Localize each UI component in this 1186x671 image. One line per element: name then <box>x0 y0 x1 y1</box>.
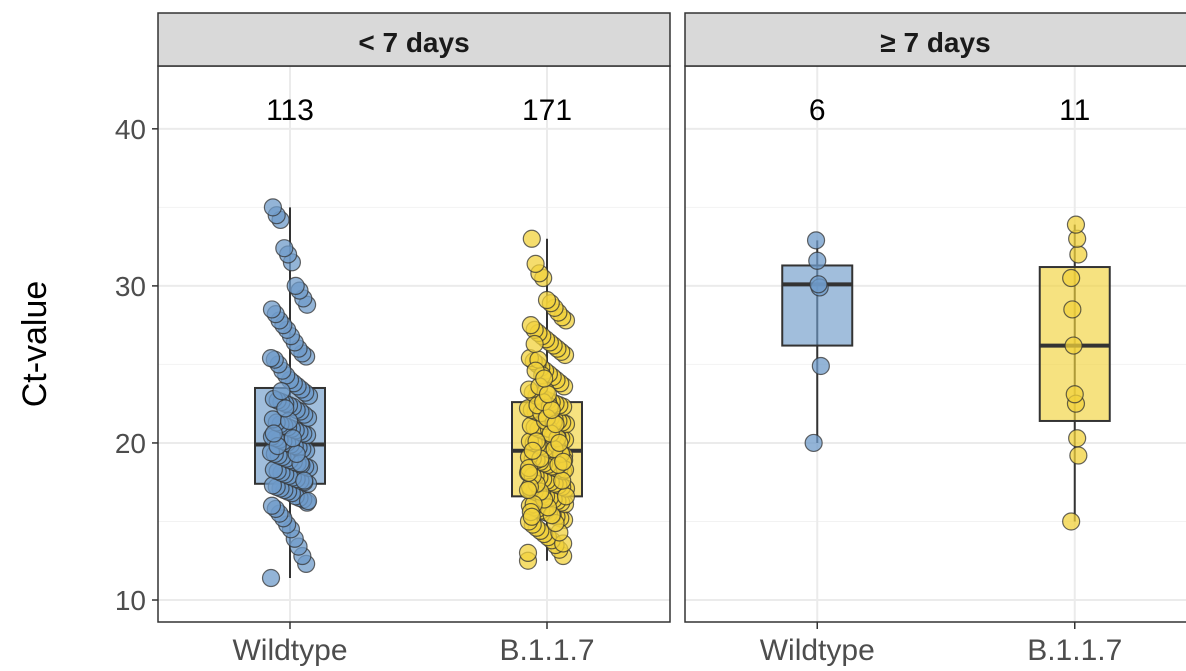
data-point <box>275 239 294 258</box>
group-count-label: 113 <box>266 94 314 127</box>
panel-background <box>685 66 1186 622</box>
x-tick-label: B.1.1.7 <box>1027 634 1122 666</box>
data-point <box>298 491 318 511</box>
data-point <box>1064 336 1083 355</box>
data-point <box>1068 429 1087 448</box>
data-point <box>811 356 830 376</box>
facet-strip-label: ≥ 7 days <box>880 27 990 58</box>
y-tick-label: 10 <box>115 585 146 616</box>
x-tick-label: B.1.1.7 <box>499 634 594 666</box>
x-tick-label: Wildtype <box>232 634 347 666</box>
data-point <box>542 400 561 420</box>
data-point <box>262 496 282 515</box>
data-point <box>272 382 291 401</box>
group-count-label: 11 <box>1059 94 1090 127</box>
data-point <box>1065 385 1084 404</box>
data-point <box>550 433 569 453</box>
data-point <box>286 276 305 295</box>
data-point <box>1069 446 1088 465</box>
data-point <box>261 349 281 368</box>
data-point <box>522 229 541 248</box>
y-tick-label: 40 <box>115 114 146 145</box>
data-point <box>556 487 576 506</box>
data-point <box>535 369 554 388</box>
y-tick-label: 30 <box>115 271 146 302</box>
group-count-label: 6 <box>809 94 826 127</box>
data-point <box>261 568 281 588</box>
data-point <box>806 231 826 250</box>
data-point <box>804 433 823 453</box>
data-point <box>537 290 557 310</box>
data-point <box>262 300 282 319</box>
data-point <box>264 424 283 443</box>
facet-strip-label: < 7 days <box>358 27 469 58</box>
y-tick-label: 20 <box>115 428 146 459</box>
data-point <box>525 334 544 354</box>
data-point <box>295 471 314 490</box>
data-point <box>519 463 539 482</box>
panel-background <box>158 66 670 622</box>
data-point <box>1066 215 1086 234</box>
y-axis-label: Ct-value <box>16 281 54 408</box>
facet-strip <box>684 12 1186 67</box>
data-point <box>283 429 302 448</box>
data-point <box>276 399 295 418</box>
data-point <box>554 452 573 471</box>
data-point <box>809 275 828 294</box>
x-tick-label: Wildtype <box>760 634 875 666</box>
data-point <box>522 507 541 526</box>
data-point <box>518 543 538 562</box>
facet-strip <box>157 12 671 67</box>
data-point <box>808 251 827 270</box>
data-point <box>521 316 540 335</box>
data-point <box>1062 268 1081 288</box>
data-point <box>1062 512 1081 531</box>
data-point <box>1063 300 1082 319</box>
data-point <box>518 480 538 500</box>
data-point <box>287 444 306 464</box>
data-point <box>553 471 572 490</box>
data-point <box>263 198 282 217</box>
group-count-label: 171 <box>522 94 572 127</box>
data-point <box>526 254 545 273</box>
data-point <box>523 441 542 460</box>
data-point <box>538 385 558 404</box>
data-point <box>1069 245 1088 264</box>
